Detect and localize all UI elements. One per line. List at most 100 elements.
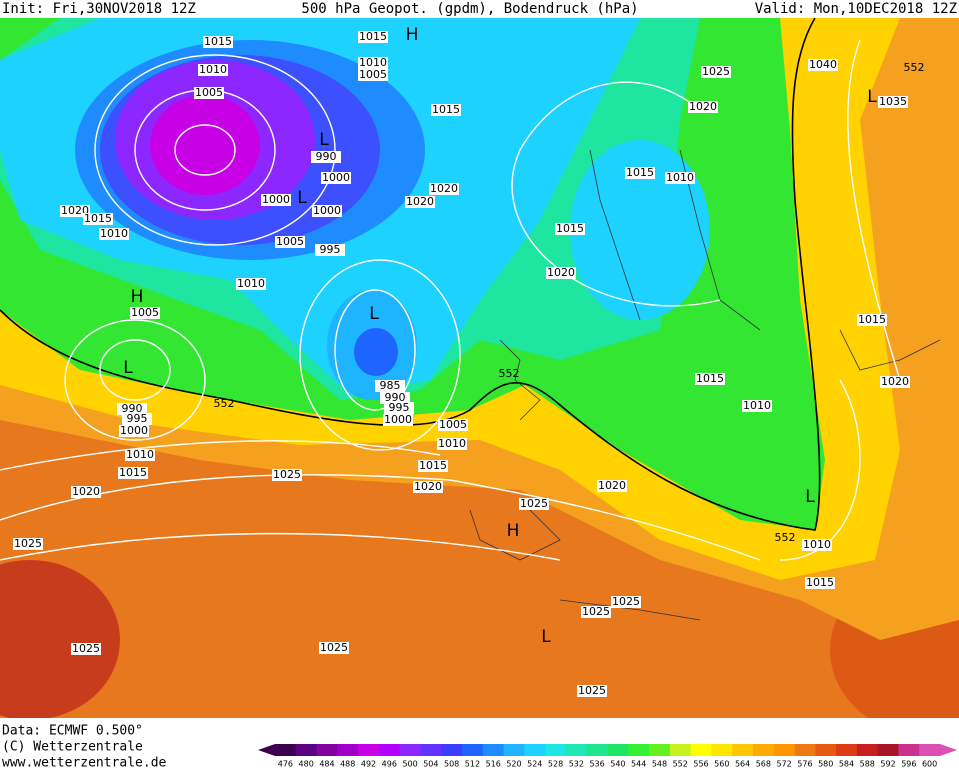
isobar-label: 1000 [262, 193, 290, 206]
label-box [198, 64, 228, 76]
colorbar-swatch [482, 744, 505, 756]
colorbar-label: 588 [860, 760, 875, 769]
isobar-label: 1020 [689, 100, 717, 113]
label-box [880, 376, 910, 388]
colorbar-label: 592 [880, 760, 895, 769]
colorbar-swatch [565, 744, 588, 756]
colorbar-label: 560 [714, 760, 729, 769]
pressure-center: H [507, 521, 520, 541]
colorbar-label: 492 [361, 760, 376, 769]
colorbar-label: 484 [319, 760, 334, 769]
label-box [275, 236, 305, 248]
label-box [413, 481, 443, 493]
contour-label: 552 [904, 61, 925, 74]
isobar-label: 1010 [100, 227, 128, 240]
colorbar-label: 520 [506, 760, 521, 769]
label-box [312, 205, 342, 217]
isobar-label: 1015 [119, 466, 147, 479]
colorbar-swatch [503, 744, 525, 756]
isobar-label: 1000 [120, 424, 148, 437]
label-box [546, 267, 576, 279]
label-box [437, 438, 467, 450]
label-box [878, 96, 908, 108]
isobar-label: 1015 [204, 35, 232, 48]
label-box [383, 414, 413, 426]
label-box [117, 403, 147, 415]
isobar-label: 995 [389, 401, 410, 414]
label-box [555, 223, 585, 235]
label-box [311, 151, 341, 163]
isobar-label: 990 [122, 402, 143, 415]
colorbar-swatch [358, 744, 380, 756]
label-box [236, 278, 266, 290]
isobar-label: 1020 [881, 375, 909, 388]
colorbar-swatch [462, 744, 484, 756]
colorbar-label: 504 [423, 760, 438, 769]
label-box [577, 685, 607, 697]
isobar-label: 1000 [322, 171, 350, 184]
isobar-label: 1025 [702, 65, 730, 78]
isobar-label: 1015 [359, 30, 387, 43]
isobar-label: 1015 [696, 372, 724, 385]
isobar-label: 1020 [406, 195, 434, 208]
colorbar-label: 524 [527, 760, 542, 769]
colorbar-swatch [649, 744, 671, 756]
isobar-label: 1010 [803, 538, 831, 551]
label-box [429, 183, 459, 195]
label-box [130, 307, 160, 319]
isobar-label: 1025 [578, 684, 606, 697]
colorbar-label: 548 [652, 760, 667, 769]
label-box [380, 392, 410, 404]
label-box [118, 467, 148, 479]
isobar-label: 1005 [439, 418, 467, 431]
colorbar-swatch [420, 744, 442, 756]
isobar-label: 1005 [359, 68, 387, 81]
contour-label: 552 [214, 397, 235, 410]
label-box [384, 402, 414, 414]
label-box [805, 577, 835, 589]
colorbar-label: 572 [777, 760, 792, 769]
colorbar-label: 556 [693, 760, 708, 769]
label-box [261, 194, 291, 206]
colorbar-label: 512 [465, 760, 480, 769]
colorbar-swatch [815, 744, 837, 756]
init-time: Init: Fri,30NOV2018 12Z [2, 1, 196, 17]
colorbar-swatch [794, 744, 816, 756]
label-box [802, 539, 832, 551]
isobar-label: 1010 [359, 56, 387, 69]
isobar-label: 985 [380, 379, 401, 392]
label-box [60, 205, 90, 217]
colorbar-end [940, 744, 957, 756]
colorbar-label: 508 [444, 760, 459, 769]
isobar-label: 1005 [131, 306, 159, 319]
pressure-center: L [805, 487, 815, 507]
colorbar-label: 576 [797, 760, 812, 769]
isobar-label: 1015 [806, 576, 834, 589]
website: www.wetterzentrale.de [2, 756, 167, 770]
colorbar-swatch [732, 744, 754, 756]
label-box [611, 596, 641, 608]
isobar-label: 1025 [582, 605, 610, 618]
pressure-center: L [297, 188, 307, 208]
colorbar-swatch [378, 744, 401, 756]
colorbar-swatch [669, 744, 692, 756]
label-box [272, 469, 302, 481]
colorbar-swatch [856, 744, 879, 756]
colorbar-swatch [524, 744, 546, 756]
contour-label: 552 [499, 367, 520, 380]
label-box [119, 425, 149, 437]
pressure-center: L [123, 358, 133, 378]
isobar-label: 990 [316, 150, 337, 163]
isobar-label: 1015 [556, 222, 584, 235]
isobar-label: 995 [127, 412, 148, 425]
colorbar-label: 584 [839, 760, 854, 769]
pressure-center: H [406, 25, 419, 45]
colorbar-label: 516 [486, 760, 501, 769]
isobar-label: 1010 [199, 63, 227, 76]
isobar-label: 1025 [14, 537, 42, 550]
isobar-label: 1020 [414, 480, 442, 493]
copyright: (C) Wetterzentrale [2, 740, 143, 755]
colorbar-swatch [316, 744, 338, 756]
label-box [319, 642, 349, 654]
